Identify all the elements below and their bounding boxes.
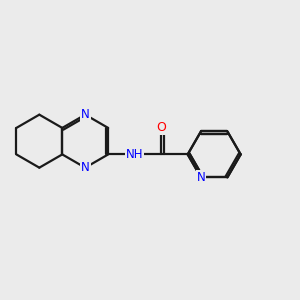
Text: NH: NH <box>126 148 143 161</box>
Text: N: N <box>81 108 90 121</box>
Text: O: O <box>156 122 166 134</box>
Text: N: N <box>81 161 90 174</box>
Text: N: N <box>196 171 205 184</box>
